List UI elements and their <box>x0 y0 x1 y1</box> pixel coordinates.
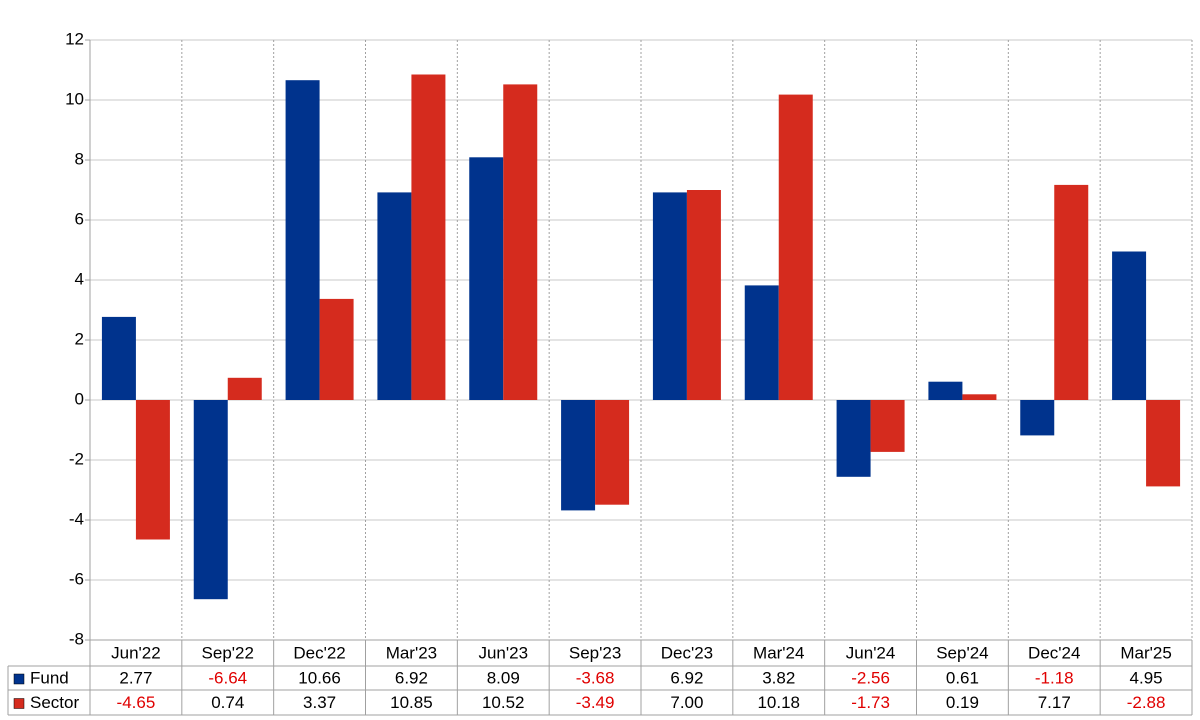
table-value: 6.92 <box>395 668 428 687</box>
bar <box>411 74 446 400</box>
y-tick-label: 8 <box>75 149 84 168</box>
y-tick-label: -2 <box>69 449 84 468</box>
bar <box>595 400 630 505</box>
table-value: -2.56 <box>851 668 890 687</box>
bar <box>1112 251 1147 400</box>
table-value: -3.49 <box>576 693 615 712</box>
y-tick-label: -8 <box>69 629 84 648</box>
table-value: 0.19 <box>946 693 979 712</box>
bar <box>319 298 354 400</box>
legend-label: Sector <box>30 693 79 712</box>
bar <box>1020 400 1055 436</box>
table-value: -6.64 <box>208 668 247 687</box>
table-value: 7.17 <box>1038 693 1071 712</box>
x-tick-label: Dec'24 <box>1028 643 1080 662</box>
table-value: -1.18 <box>1035 668 1074 687</box>
bar <box>193 400 228 600</box>
y-tick-label: 2 <box>75 329 84 348</box>
table-value: 0.61 <box>946 668 979 687</box>
bar <box>870 400 905 452</box>
table-value: 6.92 <box>670 668 703 687</box>
x-tick-label: Sep'24 <box>936 643 988 662</box>
legend-label: Fund <box>30 668 69 687</box>
legend-swatch <box>13 673 25 685</box>
y-tick-label: 6 <box>75 209 84 228</box>
legend-swatch <box>13 698 25 709</box>
bar <box>686 190 721 400</box>
bar <box>778 94 813 400</box>
x-tick-label: Mar'23 <box>386 643 437 662</box>
bar <box>962 394 997 400</box>
table-value: -2.88 <box>1127 693 1166 712</box>
bar <box>285 80 320 400</box>
table-value: 2.77 <box>119 668 152 687</box>
table-value: 10.52 <box>482 693 525 712</box>
table-value: 10.85 <box>390 693 433 712</box>
table-value: 4.95 <box>1130 668 1163 687</box>
y-tick-label: -6 <box>69 569 84 588</box>
table-value: 3.82 <box>762 668 795 687</box>
x-tick-label: Jun'22 <box>111 643 161 662</box>
y-tick-label: 0 <box>75 389 84 408</box>
x-tick-label: Jun'23 <box>478 643 528 662</box>
x-tick-label: Jun'24 <box>846 643 896 662</box>
bar <box>561 400 596 511</box>
bar <box>377 192 412 400</box>
bar <box>928 381 963 400</box>
bar <box>135 400 170 540</box>
bar <box>469 157 504 400</box>
table-value: -4.65 <box>117 693 156 712</box>
table-value: 10.18 <box>757 693 800 712</box>
bar <box>836 400 871 477</box>
table-value: 8.09 <box>487 668 520 687</box>
y-tick-label: 4 <box>75 269 84 288</box>
bar <box>1146 400 1181 487</box>
x-tick-label: Sep'23 <box>569 643 621 662</box>
bar <box>101 316 136 400</box>
x-tick-label: Mar'25 <box>1120 643 1171 662</box>
x-tick-label: Dec'23 <box>661 643 713 662</box>
table-value: 10.66 <box>298 668 341 687</box>
x-tick-label: Mar'24 <box>753 643 804 662</box>
bar <box>652 192 687 400</box>
table-value: -3.68 <box>576 668 615 687</box>
y-tick-label: -4 <box>69 509 84 528</box>
bar <box>744 285 779 400</box>
bar <box>503 84 538 401</box>
x-tick-label: Dec'22 <box>293 643 345 662</box>
table-value: 0.74 <box>211 693 244 712</box>
y-tick-label: 12 <box>65 29 84 48</box>
bar <box>1054 184 1089 400</box>
table-value: -1.73 <box>851 693 890 712</box>
table-value: 7.00 <box>670 693 703 712</box>
bar <box>227 377 262 400</box>
x-tick-label: Sep'22 <box>202 643 254 662</box>
table-value: 3.37 <box>303 693 336 712</box>
y-tick-label: 10 <box>65 89 84 108</box>
